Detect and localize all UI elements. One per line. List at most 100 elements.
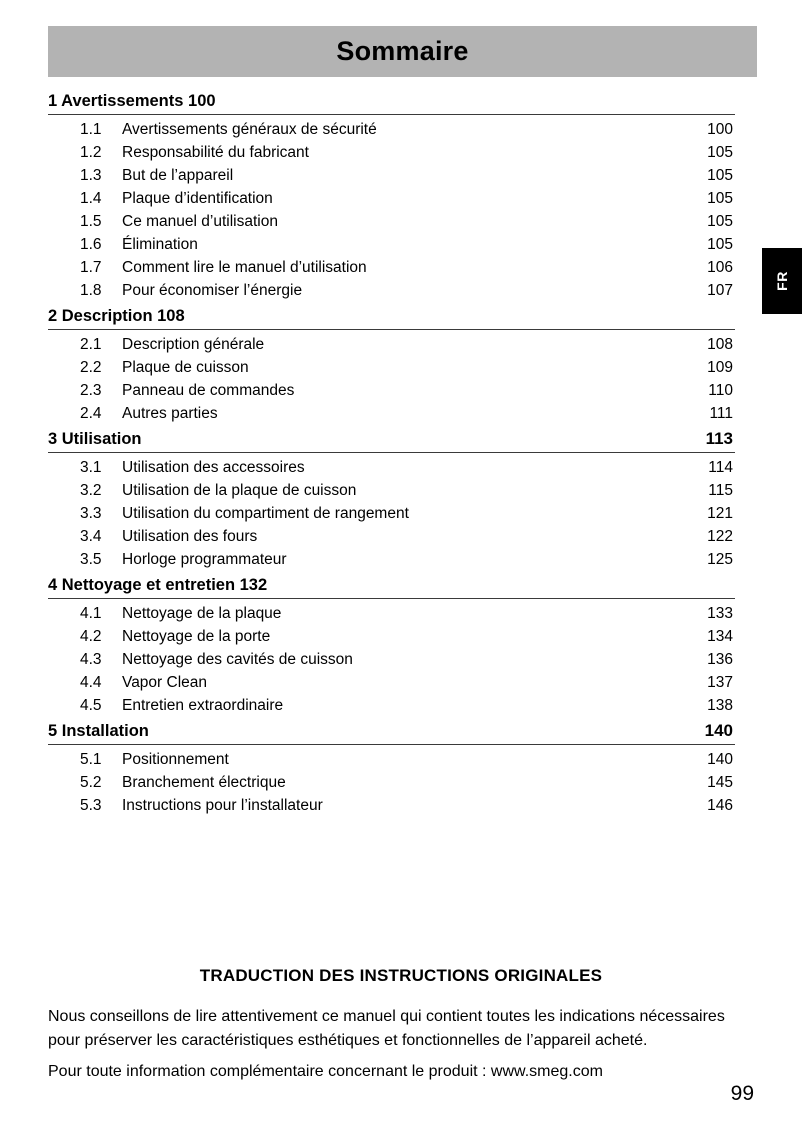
toc-entry[interactable]: 2.4 Autres parties 111 (48, 402, 735, 425)
toc-section-rule (48, 744, 735, 745)
toc-entry[interactable]: 4.4 Vapor Clean 137 (48, 671, 735, 694)
toc-entry[interactable]: 1.5 Ce manuel d’utilisation 105 (48, 210, 735, 233)
toc-section-rule (48, 598, 735, 599)
footer-paragraph-2: Pour toute information complémentaire co… (48, 1063, 603, 1080)
toc-entry-list: 1.1 Avertissements généraux de sécurité 10… (48, 118, 735, 302)
toc-section-heading[interactable]: 1 Avertissements 100 (48, 90, 735, 113)
toc-section-heading[interactable]: 5 Installation 140 (48, 720, 735, 743)
toc-section: 3 Utilisation 113 3.1 Utilisation des acces… (48, 428, 735, 571)
toc-entry[interactable]: 1.1 Avertissements généraux de sécurité 10… (48, 118, 735, 141)
toc-entry-title: Responsabilité du fabricant (122, 144, 309, 161)
toc-entry[interactable]: 3.2 Utilisation de la plaque de cuisson 11… (48, 479, 735, 502)
toc-entry-title: Pour économiser l’énergie (122, 282, 303, 299)
toc-entry-page-number: 125 (707, 551, 733, 568)
toc-entry[interactable]: 3.3 Utilisation du compartiment de rangem… (48, 502, 735, 525)
toc-entry[interactable]: 1.6 Élimination 105 (48, 233, 735, 256)
toc-entry[interactable]: 5.1 Positionnement 140 (48, 748, 735, 771)
toc-entry-title: Horloge programmateur (122, 551, 287, 568)
toc-entry[interactable]: 5.3 Instructions pour l’installateur 146 (48, 794, 735, 817)
toc-entry-title: Utilisation des accessoires (122, 459, 305, 476)
toc-entry-title: Instructions pour l’installateur (122, 797, 323, 814)
toc-entry-number: 2.1 (80, 336, 102, 353)
toc-entry-page-number: 111 (709, 405, 733, 422)
toc-section-heading-label: 3 Utilisation (48, 430, 142, 448)
toc-section-heading[interactable]: 4 Nettoyage et entretien 132 (48, 574, 735, 597)
toc-entry-number: 3.2 (80, 482, 102, 499)
toc-entry-number: 3.5 (80, 551, 102, 568)
toc-entry-list: 5.1 Positionnement 140 5.2 Branchement élect… (48, 748, 735, 817)
toc-entry[interactable]: 3.4 Utilisation des fours 122 (48, 525, 735, 548)
toc-entry-page-number: 105 (707, 144, 733, 161)
toc-entry-title: Branchement électrique (122, 774, 286, 791)
toc-section-heading[interactable]: 2 Description 108 (48, 305, 735, 328)
toc-entry-page-number: 134 (707, 628, 733, 645)
toc-entry[interactable]: 1.8 Pour économiser l’énergie 107 (48, 279, 735, 302)
toc-entry[interactable]: 4.1 Nettoyage de la plaque 133 (48, 602, 735, 625)
language-tab-fr: FR (762, 248, 802, 314)
toc-entry-number: 1.6 (80, 236, 102, 253)
toc-entry-page-number: 136 (707, 651, 733, 668)
toc-entry[interactable]: 1.7 Comment lire le manuel d’utilisation 1… (48, 256, 735, 279)
toc-entry-page-number: 122 (707, 528, 733, 545)
toc-entry-number: 1.2 (80, 144, 102, 161)
table-of-contents: 1 Avertissements 100 1.1 Avertissements gé… (48, 90, 735, 820)
toc-entry-page-number: 105 (707, 190, 733, 207)
toc-entry[interactable]: 1.2 Responsabilité du fabricant 105 (48, 141, 735, 164)
toc-section-page-number: 140 (704, 721, 733, 740)
toc-entry-number: 1.7 (80, 259, 102, 276)
toc-entry-title: Avertissements généraux de sécurité (122, 121, 377, 138)
toc-entry-page-number: 105 (707, 236, 733, 253)
toc-entry[interactable]: 4.2 Nettoyage de la porte 134 (48, 625, 735, 648)
toc-section-heading[interactable]: 3 Utilisation 113 (48, 428, 735, 451)
footer-paragraph-1: Nous conseillons de lire attentivement c… (48, 1008, 725, 1049)
toc-entry-title: Utilisation des fours (122, 528, 258, 545)
toc-section: 1 Avertissements 100 1.1 Avertissements gé… (48, 90, 735, 302)
toc-entry-page-number: 138 (707, 697, 733, 714)
toc-section-page-number: 113 (705, 429, 733, 448)
toc-entry-number: 4.3 (80, 651, 102, 668)
toc-entry-title: Positionnement (122, 751, 229, 768)
toc-entry-title: Panneau de commandes (122, 382, 295, 399)
toc-entry-number: 1.4 (80, 190, 102, 207)
toc-entry-number: 3.4 (80, 528, 102, 545)
toc-entry-page-number: 121 (707, 505, 733, 522)
toc-entry-list: 2.1 Description générale 108 2.2 Plaque de c… (48, 333, 735, 425)
toc-section-rule (48, 114, 735, 115)
toc-entry-number: 2.3 (80, 382, 102, 399)
toc-section-heading-label: 1 Avertissements 100 (48, 92, 216, 110)
toc-entry-page-number: 140 (707, 751, 733, 768)
toc-entry-list: 3.1 Utilisation des accessoires 114 3.2 Util… (48, 456, 735, 571)
toc-entry-title: Plaque de cuisson (122, 359, 249, 376)
toc-entry[interactable]: 2.3 Panneau de commandes 110 (48, 379, 735, 402)
language-tab-label: FR (774, 271, 790, 291)
toc-entry-number: 5.2 (80, 774, 102, 791)
page-header-band: Sommaire (48, 26, 757, 77)
toc-entry-page-number: 100 (707, 121, 733, 138)
toc-entry-page-number: 145 (707, 774, 733, 791)
toc-section-heading-label: 5 Installation (48, 722, 149, 740)
toc-entry[interactable]: 3.5 Horloge programmateur 125 (48, 548, 735, 571)
toc-section-rule (48, 452, 735, 453)
toc-entry[interactable]: 1.4 Plaque d’identification 105 (48, 187, 735, 210)
footer-block: TRADUCTION DES INSTRUCTIONS ORIGINALES N… (48, 965, 754, 1084)
toc-entry[interactable]: 2.1 Description générale 108 (48, 333, 735, 356)
toc-entry-page-number: 108 (707, 336, 733, 353)
toc-entry[interactable]: 2.2 Plaque de cuisson 109 (48, 356, 735, 379)
toc-entry[interactable]: 1.3 But de l’appareil 105 (48, 164, 735, 187)
toc-entry-number: 4.2 (80, 628, 102, 645)
toc-entry-number: 4.1 (80, 605, 102, 622)
footer-heading: TRADUCTION DES INSTRUCTIONS ORIGINALES (199, 966, 603, 985)
toc-entry-title: Ce manuel d’utilisation (122, 213, 278, 230)
toc-entry[interactable]: 3.1 Utilisation des accessoires 114 (48, 456, 735, 479)
toc-entry-title: Utilisation du compartiment de rangement (122, 505, 409, 522)
toc-entry[interactable]: 4.3 Nettoyage des cavités de cuisson 136 (48, 648, 735, 671)
toc-entry-number: 3.1 (80, 459, 102, 476)
toc-entry-title: Vapor Clean (122, 674, 208, 691)
toc-entry-page-number: 105 (707, 213, 733, 230)
toc-entry[interactable]: 4.5 Entretien extraordinaire 138 (48, 694, 735, 717)
toc-entry-title: Autres parties (122, 405, 218, 422)
toc-entry[interactable]: 5.2 Branchement électrique 145 (48, 771, 735, 794)
toc-entry-number: 1.1 (80, 121, 102, 138)
toc-entry-title: Comment lire le manuel d’utilisation (122, 259, 367, 276)
toc-entry-page-number: 114 (708, 459, 733, 476)
